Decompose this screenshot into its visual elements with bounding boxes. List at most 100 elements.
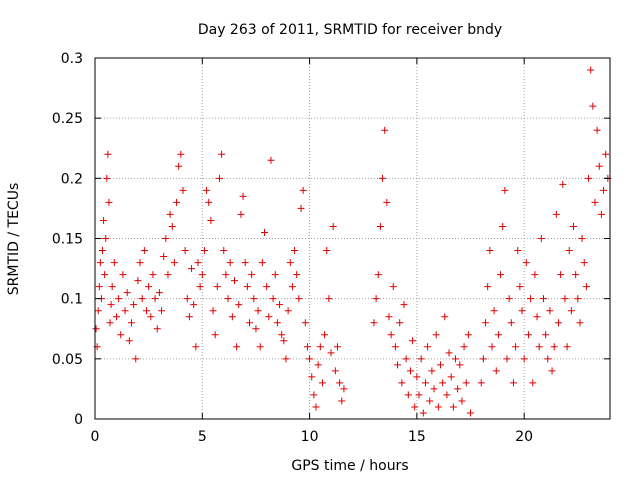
data-point — [179, 186, 187, 194]
data-point — [464, 331, 472, 339]
data-point — [333, 343, 341, 351]
data-point — [565, 247, 573, 255]
data-point — [207, 216, 215, 224]
data-point — [291, 247, 299, 255]
data-point — [539, 295, 547, 303]
data-point — [248, 271, 256, 279]
data-point — [228, 313, 236, 321]
data-point — [494, 331, 502, 339]
data-point — [529, 379, 537, 387]
data-point — [497, 271, 505, 279]
data-point — [443, 391, 451, 399]
data-point — [246, 319, 253, 327]
data-point — [110, 259, 118, 267]
data-point — [203, 186, 211, 194]
data-point — [479, 355, 487, 363]
data-point — [185, 313, 193, 321]
data-point — [394, 361, 402, 369]
data-point — [235, 301, 243, 309]
data-point — [190, 301, 198, 309]
data-point — [132, 355, 140, 363]
data-point — [387, 331, 395, 339]
data-point — [449, 403, 457, 411]
data-point — [106, 319, 114, 327]
data-point — [428, 367, 436, 375]
data-point — [535, 343, 543, 351]
y-axis-label: SRMTID / TECUs — [6, 183, 22, 296]
data-point — [477, 379, 485, 387]
data-point — [546, 307, 554, 315]
data-point — [595, 162, 603, 170]
data-point — [112, 313, 120, 321]
data-point — [183, 295, 191, 303]
data-point — [252, 325, 260, 333]
data-point — [389, 283, 397, 291]
data-point — [271, 271, 279, 279]
data-point — [188, 265, 196, 273]
y-tick-label: 0.2 — [61, 171, 83, 187]
data-point — [467, 409, 475, 417]
data-point — [280, 337, 288, 345]
data-point — [591, 198, 599, 206]
data-point — [226, 259, 234, 267]
data-point — [92, 325, 100, 333]
chart-title: Day 263 of 2011, SRMTID for receiver bnd… — [198, 22, 502, 38]
data-point — [518, 307, 526, 315]
data-point — [413, 373, 421, 381]
data-point — [218, 150, 226, 158]
data-point — [509, 379, 517, 387]
data-point — [436, 361, 444, 369]
data-point — [552, 210, 560, 218]
data-point — [514, 247, 522, 255]
data-point — [115, 295, 123, 303]
data-point — [134, 277, 142, 285]
data-point — [301, 319, 309, 327]
data-point — [419, 409, 427, 417]
data-point — [434, 403, 442, 411]
x-tick-label: 5 — [198, 429, 207, 445]
data-point — [572, 271, 580, 279]
data-point — [303, 343, 311, 351]
data-point — [155, 289, 163, 297]
data-point — [318, 379, 326, 387]
x-tick-label: 0 — [91, 429, 100, 445]
data-point — [100, 216, 108, 224]
data-point — [490, 307, 498, 315]
data-point — [205, 198, 213, 206]
data-point — [563, 343, 571, 351]
data-point — [557, 271, 565, 279]
data-point — [325, 295, 333, 303]
data-point — [295, 295, 303, 303]
y-tick-label: 0 — [74, 412, 83, 428]
data-point — [288, 283, 296, 291]
data-point — [239, 192, 247, 200]
data-point — [143, 307, 150, 315]
data-point — [314, 361, 322, 369]
data-point — [374, 271, 382, 279]
data-point — [173, 198, 181, 206]
data-point — [121, 307, 129, 315]
data-point — [383, 198, 391, 206]
data-point — [215, 174, 223, 182]
data-point — [503, 355, 511, 363]
data-point — [261, 228, 269, 236]
data-point — [211, 331, 219, 339]
data-point — [258, 259, 266, 267]
data-point — [101, 271, 109, 279]
data-point — [524, 331, 532, 339]
x-axis-label: GPS time / hours — [291, 458, 408, 474]
data-point — [308, 373, 316, 381]
data-point — [119, 271, 127, 279]
y-tick-label: 0.05 — [52, 352, 83, 368]
data-point — [400, 301, 408, 309]
data-point — [241, 259, 249, 267]
data-point — [484, 283, 492, 291]
data-point — [104, 150, 112, 158]
data-point — [488, 343, 496, 351]
data-point — [170, 259, 178, 267]
data-point — [310, 391, 318, 399]
data-point — [411, 403, 419, 411]
data-point — [492, 367, 500, 375]
data-point — [391, 343, 399, 351]
data-point — [589, 102, 597, 110]
